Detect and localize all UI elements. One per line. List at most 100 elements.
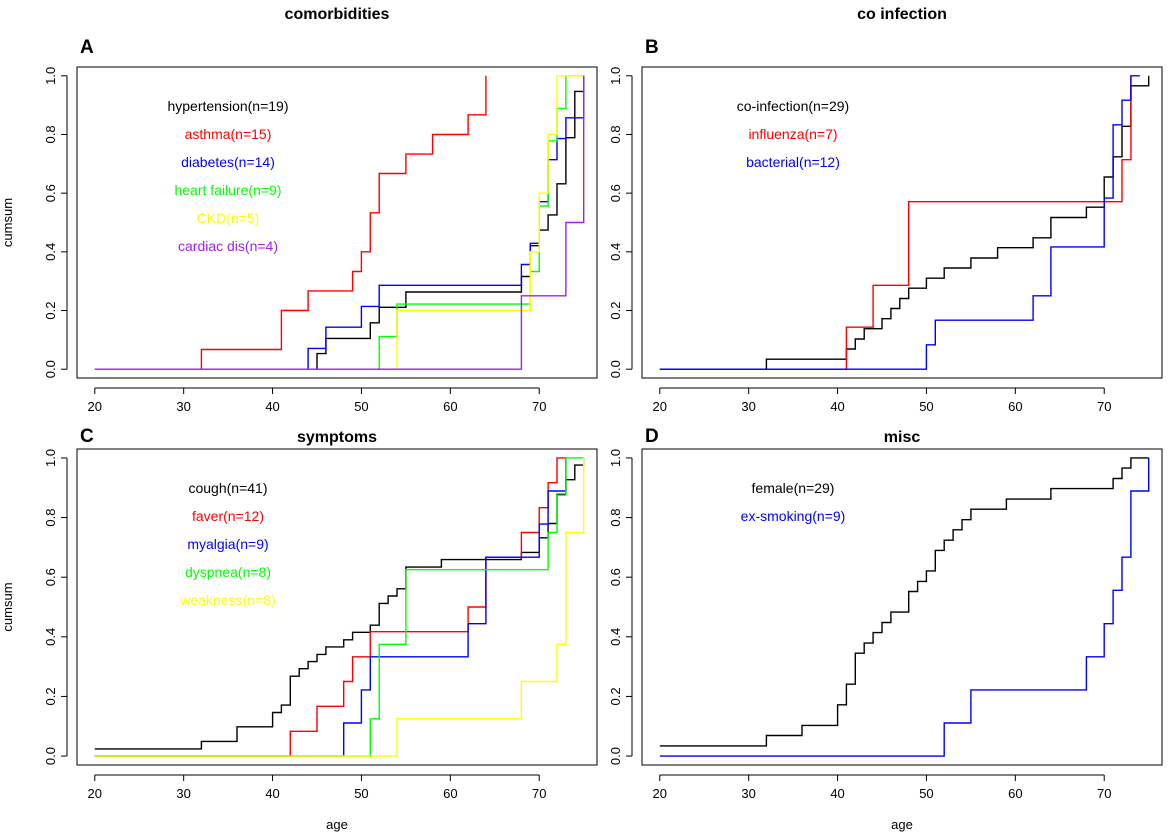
y-tick-label: 0.6	[608, 568, 623, 586]
panel-title: symptoms	[297, 429, 377, 446]
panel-c: symptoms C 20 30 40 50 60 70 0.0 0.2 0.4 0.6 0.8 1.0 c…	[0, 426, 598, 832]
legend-entry: cough(n=41)	[188, 480, 267, 496]
panel-letter: A	[80, 37, 94, 58]
legend-entry: myalgia(n=9)	[187, 536, 268, 552]
panel-title: co infection	[857, 6, 947, 23]
series-line	[659, 457, 1149, 747]
series-line	[94, 75, 487, 370]
x-tick-label: 60	[443, 399, 457, 414]
plot-frame	[76, 448, 598, 766]
plot-frame	[76, 66, 598, 379]
panel-b: co infection B 20 30 40 50 60 70 0.0 0.2 0.4 0.6 0.8…	[608, 6, 1163, 414]
x-tick-label: 40	[830, 786, 844, 801]
legend-entry: hypertension(n=19)	[167, 98, 288, 114]
legend-entry: heart failure(n=9)	[174, 182, 281, 198]
x-tick-label: 60	[1008, 786, 1022, 801]
panel-letter: B	[645, 37, 659, 58]
legend-entry: co-infection(n=29)	[737, 98, 849, 114]
y-tick-label: 0.0	[43, 747, 58, 765]
series-line	[94, 457, 566, 757]
series-line	[659, 75, 1150, 370]
y-tick-label: 0.8	[608, 509, 623, 527]
panel-d: misc D 20 30 40 50 60 70 0.0 0.2 0.4 0.6 0.8 1.0 age fe…	[608, 426, 1163, 832]
y-tick-label: 0.8	[608, 125, 623, 143]
y-tick-label: 0.6	[43, 184, 58, 202]
legend-entry: asthma(n=15)	[185, 126, 272, 142]
y-tick-label: 1.0	[43, 449, 58, 467]
x-tick-label: 30	[176, 786, 190, 801]
x-tick-label: 70	[1097, 399, 1111, 414]
legend-entry: bacterial(n=12)	[746, 154, 840, 170]
y-tick-label: 0.0	[608, 360, 623, 378]
y-tick-label: 0.0	[608, 747, 623, 765]
series-line	[94, 75, 584, 370]
x-tick-label: 30	[176, 399, 190, 414]
legend-entry: diabetes(n=14)	[181, 154, 275, 170]
x-axis-label: age	[326, 817, 348, 832]
series-line	[94, 457, 584, 757]
panel-letter: D	[645, 426, 659, 447]
legend-entry: cardiac dis(n=4)	[178, 238, 278, 254]
legend-entry: ex-smoking(n=9)	[741, 508, 846, 524]
y-tick-label: 0.6	[43, 568, 58, 586]
y-tick-label: 0.2	[43, 301, 58, 319]
x-tick-label: 70	[532, 786, 546, 801]
x-tick-label: 70	[1097, 786, 1111, 801]
x-axis-label: age	[891, 817, 913, 832]
x-tick-label: 40	[265, 399, 279, 414]
x-tick-label: 60	[1008, 399, 1022, 414]
series-line	[94, 75, 585, 370]
x-tick-label: 50	[354, 399, 368, 414]
series-line	[94, 75, 585, 370]
x-tick-label: 20	[653, 786, 667, 801]
y-tick-label: 1.0	[43, 67, 58, 85]
x-tick-label: 40	[830, 399, 844, 414]
panel-title: comorbidities	[285, 6, 390, 23]
series-line	[94, 457, 585, 750]
series-line	[94, 75, 585, 370]
y-tick-label: 0.6	[608, 184, 623, 202]
x-tick-label: 30	[741, 786, 755, 801]
legend-entry: weakness(n=8)	[179, 592, 275, 608]
panel-title: misc	[884, 429, 921, 446]
y-tick-label: 1.0	[608, 449, 623, 467]
x-tick-label: 20	[88, 786, 102, 801]
x-tick-label: 50	[354, 786, 368, 801]
y-axis-label: cumsum	[0, 198, 15, 247]
y-tick-label: 0.2	[608, 687, 623, 705]
y-tick-label: 0.8	[43, 509, 58, 527]
legend-entry: influenza(n=7)	[748, 126, 837, 142]
x-tick-label: 40	[265, 786, 279, 801]
series-line	[94, 457, 567, 757]
y-tick-label: 0.8	[43, 125, 58, 143]
y-tick-label: 0.4	[43, 243, 58, 261]
x-tick-label: 20	[653, 399, 667, 414]
y-tick-label: 0.2	[43, 687, 58, 705]
y-axis-label: cumsum	[0, 582, 15, 631]
panel-a: comorbidities A 20 30 40 50 60 70 0.0 0.2 0.4 0.6 0.…	[0, 6, 598, 414]
y-tick-label: 0.0	[43, 360, 58, 378]
x-tick-label: 60	[443, 786, 457, 801]
legend-entry: female(n=29)	[752, 480, 835, 496]
series-line	[659, 75, 1132, 370]
legend-entry: CKD(n=5)	[197, 210, 260, 226]
y-tick-label: 0.4	[608, 628, 623, 646]
x-tick-label: 20	[88, 399, 102, 414]
legend-entry: faver(n=12)	[192, 508, 264, 524]
panel-letter: C	[80, 426, 94, 447]
y-tick-label: 0.4	[43, 628, 58, 646]
x-tick-label: 50	[919, 399, 933, 414]
legend-entry: dyspnea(n=8)	[185, 564, 271, 580]
y-tick-label: 0.4	[608, 243, 623, 261]
plot-frame	[641, 66, 1163, 379]
y-tick-label: 1.0	[608, 67, 623, 85]
x-tick-label: 50	[919, 786, 933, 801]
series-line	[94, 457, 585, 757]
x-tick-label: 70	[532, 399, 546, 414]
series-line	[659, 75, 1140, 370]
plot-frame	[641, 448, 1163, 766]
x-tick-label: 30	[741, 399, 755, 414]
y-tick-label: 0.2	[608, 301, 623, 319]
series-line	[94, 75, 584, 370]
